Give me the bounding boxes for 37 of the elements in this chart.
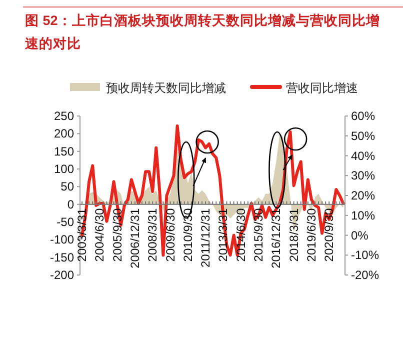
y2-tick-label: 10% (351, 208, 376, 222)
x-tick-label: 2016/12/31 (269, 208, 284, 268)
y-tick-label: 250 (54, 109, 74, 123)
y2-tick-label: 30% (351, 168, 376, 183)
x-tick-label: 2014/6/30 (234, 208, 248, 262)
x-tick-label: 2005/9/30 (110, 208, 124, 262)
x-tick-label: 2015/9/30 (252, 208, 266, 262)
x-tick-label: 2003/3/31 (75, 208, 89, 262)
y-tick-label: -200 (50, 268, 74, 282)
y-tick-label: 150 (54, 144, 74, 158)
x-tick-label: 2004/6/30 (92, 208, 107, 262)
x-tick-label: 2011/12/31 (198, 208, 213, 268)
y-tick-label: 100 (54, 162, 74, 176)
y-tick-label: 50 (60, 180, 74, 194)
legend-label: 营收同比增速 (286, 81, 358, 95)
legend-label: 预收周转天数同比增减 (106, 81, 226, 95)
x-tick-label: 2013/3/31 (216, 208, 230, 262)
x-tick-label: 2008/3/31 (146, 208, 160, 262)
y-tick-label: -50 (56, 215, 74, 229)
x-tick-label: 2010/9/30 (180, 208, 195, 262)
y-tick-label: 200 (54, 126, 74, 141)
y2-tick-label: 50% (351, 128, 376, 143)
y2-tick-label: 0% (351, 228, 369, 242)
x-tick-label: 2006/12/31 (128, 208, 142, 268)
y2-tick-label: 20% (351, 188, 376, 202)
y2-tick-label: -20% (351, 268, 380, 282)
y2-tick-label: -10% (351, 248, 380, 262)
y-tick-label: -100 (50, 232, 74, 247)
chart-title: 图 52：上市白酒板块预收周转天数同比增减与营收同比增速的对比 (25, 12, 380, 51)
x-tick-label: 2019/6/30 (304, 208, 318, 262)
x-tick-label: 2020/9/30 (322, 208, 336, 262)
y2-tick-label: 40% (351, 148, 376, 163)
y-tick-label: -150 (50, 250, 74, 264)
x-tick-label: 2018/3/31 (286, 208, 301, 262)
x-tick-label: 2009/6/30 (163, 208, 178, 262)
y2-tick-label: 60% (351, 109, 376, 123)
y-tick-label: 0 (67, 197, 74, 212)
